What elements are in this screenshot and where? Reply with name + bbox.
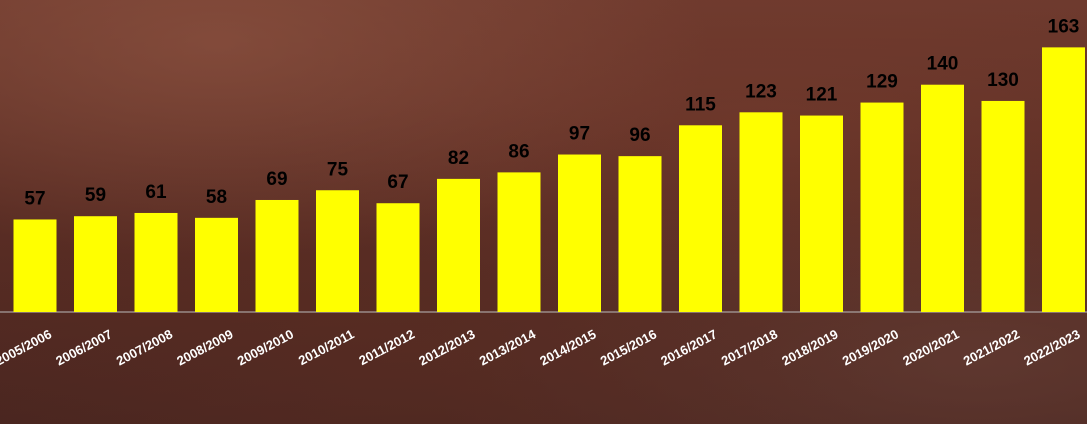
x-tick-label: 2018/2019 [779,326,840,368]
bar [195,217,238,312]
bar [376,203,420,312]
value-label: 97 [569,124,590,145]
bar [74,216,117,312]
bar [981,100,1025,312]
x-tick-label: 2005/2006 [0,326,54,368]
bar [921,84,964,313]
value-label: 130 [987,70,1019,91]
bar [255,199,299,312]
value-label: 58 [206,187,227,208]
bar [618,156,662,312]
x-tick-label: 2007/2008 [114,326,175,368]
x-tick-label: 2019/2020 [840,326,901,368]
bar [739,112,783,313]
bar [1042,47,1085,312]
value-label: 61 [145,182,167,203]
bar [800,115,843,312]
bar [134,212,178,312]
value-label: 115 [685,94,716,115]
value-label: 67 [387,172,408,193]
value-label: 59 [85,185,106,206]
x-tick-label: 2022/2023 [1021,326,1082,368]
x-tick-label: 2008/2009 [174,326,235,368]
value-label: 75 [327,159,349,180]
x-tick-label: 2016/2017 [658,326,719,368]
bar [558,154,601,312]
value-label: 96 [629,125,650,146]
value-label: 82 [448,148,469,169]
x-tick-label: 2006/2007 [53,326,114,368]
value-label: 129 [866,72,898,93]
value-label: 86 [508,141,529,162]
x-tick-label: 2020/2021 [900,326,961,368]
bar [679,125,722,312]
bar [316,190,359,312]
x-tick-label: 2017/2018 [719,326,780,368]
value-label: 69 [266,169,287,190]
value-label: 121 [806,85,838,106]
value-label: 140 [927,54,959,75]
value-label: 123 [745,81,777,102]
bar [860,102,904,313]
x-tick-label: 2021/2022 [961,326,1022,368]
bar [13,219,57,312]
x-tick-label: 2009/2010 [235,326,296,368]
value-label: 163 [1048,16,1080,37]
x-tick-label: 2015/2016 [598,326,659,368]
x-tick-label: 2014/2015 [537,326,598,368]
x-tick-label: 2010/2011 [296,326,357,368]
bar [437,178,480,312]
bar [497,172,541,312]
x-tick-label: 2012/2013 [416,326,477,368]
x-tick-label: 2011/2012 [356,326,417,368]
x-tick-label: 2013/2014 [477,326,539,368]
value-label: 57 [24,188,45,209]
